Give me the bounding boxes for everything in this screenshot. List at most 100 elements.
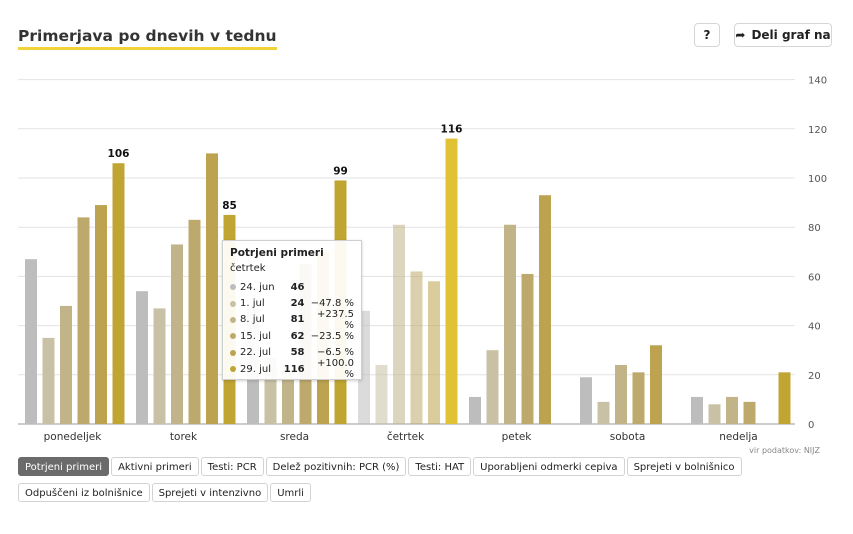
tooltip-row: 22. jul 58 −6.5 % xyxy=(230,345,354,361)
bar xyxy=(153,308,166,424)
y-tick-label: 0 xyxy=(808,420,814,431)
metric-selector: Potrjeni primeri Aktivni primeri Testi: PC… xyxy=(18,457,818,509)
y-tick-label: 120 xyxy=(808,125,827,136)
bar xyxy=(282,369,294,424)
metric-pill[interactable]: Testi: HAT xyxy=(408,457,472,476)
series-dot-icon xyxy=(230,316,236,323)
x-tick-label: sreda xyxy=(280,431,309,443)
y-tick-label: 60 xyxy=(808,272,821,283)
tooltip-row-value: 46 xyxy=(290,281,305,293)
bar xyxy=(375,364,388,424)
tooltip-row: 29. jul 116 +100.0 % xyxy=(230,358,354,381)
bar xyxy=(393,224,405,424)
help-button[interactable]: ? xyxy=(694,23,720,47)
bar xyxy=(136,291,148,424)
tooltip-subtitle: četrtek xyxy=(230,263,266,274)
series-dot-icon xyxy=(230,349,236,356)
bar xyxy=(597,401,610,424)
y-tick-label: 80 xyxy=(808,223,821,234)
series-dot-icon xyxy=(230,284,236,291)
data-label: 106 xyxy=(108,148,130,160)
bar xyxy=(650,345,662,424)
x-tick-label: četrtek xyxy=(387,431,425,443)
x-tick-label: torek xyxy=(170,431,198,443)
tooltip-row: 1. jul 24 −47.8 % xyxy=(230,295,354,311)
tooltip-row-value: 58 xyxy=(290,347,305,359)
metric-pill[interactable]: Delež pozitivnih: PCR (%) xyxy=(265,457,407,476)
tooltip-row-value: 81 xyxy=(290,314,305,326)
metric-pill[interactable]: Aktivni primeri xyxy=(111,457,199,476)
tooltip-row-change: +237.5 % xyxy=(317,308,355,331)
bar xyxy=(77,217,90,424)
bar xyxy=(171,244,183,424)
share-button[interactable]: ➦ Deli graf na xyxy=(734,23,832,47)
x-tick-label: sobota xyxy=(610,431,646,443)
y-tick-label: 140 xyxy=(808,76,827,87)
tooltip-rows: 24. jun 46 1. jul 24 −47.8 % 8. jul 81 +237.5 %… xyxy=(230,279,355,381)
bar xyxy=(188,219,201,424)
bar xyxy=(504,224,516,424)
series-dot-icon xyxy=(230,300,236,307)
share-button-label: Deli graf na xyxy=(751,28,831,42)
y-tick-label: 20 xyxy=(808,371,821,382)
data-label: 85 xyxy=(222,200,237,212)
bar xyxy=(410,271,423,424)
bar-highlighted xyxy=(445,138,458,424)
chart-title: Primerjava po dnevih v tednu xyxy=(18,27,277,50)
tooltip-row-label: 29. jul xyxy=(240,363,271,375)
bar xyxy=(539,195,551,424)
bar xyxy=(206,153,218,424)
chart-title-wrap: Primerjava po dnevih v tednu xyxy=(18,26,277,50)
tooltip-row: 8. jul 81 +237.5 % xyxy=(230,308,355,331)
tooltip-row-value: 62 xyxy=(290,330,305,342)
bar xyxy=(60,305,72,424)
metric-pill[interactable]: Odpuščeni iz bolnišnice xyxy=(18,483,150,502)
bar xyxy=(708,404,721,424)
metric-pill[interactable]: Umrli xyxy=(270,483,311,502)
bar xyxy=(428,281,440,424)
series-dot-icon xyxy=(230,366,236,373)
bar xyxy=(521,273,534,424)
bar xyxy=(469,396,481,424)
metric-pill[interactable]: Potrjeni primeri xyxy=(18,457,110,476)
bar xyxy=(580,377,592,424)
bar xyxy=(743,401,756,424)
y-tick-label: 100 xyxy=(808,174,827,185)
tooltip-row: 24. jun 46 xyxy=(230,279,354,295)
bar xyxy=(95,205,107,424)
metric-pill[interactable]: Uporabljeni odmerki cepiva xyxy=(473,457,625,476)
metric-pill[interactable]: Sprejeti v bolnišnico xyxy=(626,457,742,476)
tooltip-title: Potrjeni primeri xyxy=(230,247,324,259)
bar xyxy=(42,337,55,424)
chart-tooltip: Potrjeni primeri četrtek 24. jun 46 1. jul… xyxy=(222,240,362,380)
data-label: 99 xyxy=(333,165,348,177)
tooltip-row-value: 24 xyxy=(290,298,305,310)
bar-chart: 0 20 40 60 80 100 120 140 ponedeljek torek sreda če… xyxy=(18,76,827,443)
bar xyxy=(632,372,645,424)
x-tick-label: ponedeljek xyxy=(44,431,103,443)
x-tick-label: petek xyxy=(502,431,533,443)
data-label: 116 xyxy=(441,124,463,136)
bar xyxy=(691,396,703,424)
tooltip-row: 15. jul 62 −23.5 % xyxy=(230,328,354,344)
bar xyxy=(112,163,125,425)
tooltip-row-label: 15. jul xyxy=(240,330,271,342)
x-tick-label: nedelja xyxy=(719,431,758,443)
tooltip-row-label: 8. jul xyxy=(240,314,265,326)
series-dot-icon xyxy=(230,333,236,340)
metric-pill[interactable]: Testi: PCR xyxy=(200,457,264,476)
bar xyxy=(486,350,499,424)
tooltip-row-change: +100.0 % xyxy=(316,358,354,381)
tooltip-row-label: 1. jul xyxy=(240,298,265,310)
help-button-label: ? xyxy=(703,28,711,42)
tooltip-row-change: −23.5 % xyxy=(310,330,355,342)
metric-pill[interactable]: Sprejeti v intenzivno xyxy=(151,483,269,502)
share-arrow-icon: ➦ xyxy=(735,28,746,42)
tooltip-row-change: −47.8 % xyxy=(310,298,355,310)
bar xyxy=(778,372,791,424)
bar xyxy=(615,364,627,424)
tooltip-row-label: 22. jul xyxy=(240,347,271,359)
bar xyxy=(726,396,738,424)
data-source: vir podatkov: NIJZ xyxy=(749,446,820,455)
y-tick-label: 40 xyxy=(808,322,821,333)
